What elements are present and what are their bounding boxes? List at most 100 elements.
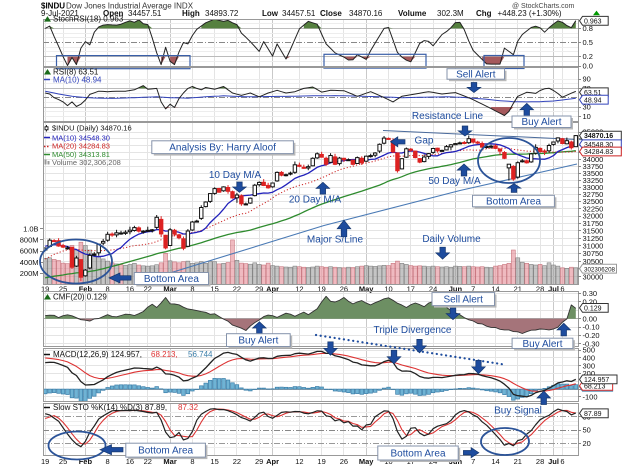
svg-text:8: 8 [106, 284, 110, 293]
svg-text:0.129: 0.129 [584, 306, 602, 313]
svg-text:8: 8 [190, 457, 194, 466]
svg-text:19: 19 [41, 284, 49, 293]
svg-text:MA(50) 34313.81: MA(50) 34313.81 [52, 150, 110, 159]
svg-text:Daily Volume: Daily Volume [422, 234, 481, 245]
svg-text:500: 500 [583, 346, 596, 355]
svg-text:Bottom Area: Bottom Area [390, 448, 445, 459]
svg-text:Analysis By: Harry Aloof: Analysis By: Harry Aloof [169, 143, 276, 154]
svg-text:Gap: Gap [415, 135, 434, 146]
svg-text:87.89: 87.89 [584, 411, 602, 418]
svg-text:87.32: 87.32 [178, 403, 199, 412]
svg-text:33250: 33250 [583, 176, 604, 185]
svg-text:9-Jul-2021: 9-Jul-2021 [41, 9, 79, 18]
svg-text:0.8: 0.8 [583, 24, 593, 33]
svg-text:0.5: 0.5 [583, 38, 593, 47]
svg-text:50 Day M/A: 50 Day M/A [428, 176, 481, 187]
svg-text:31500: 31500 [583, 227, 604, 236]
svg-text:10: 10 [384, 284, 392, 293]
svg-text:7: 7 [471, 457, 475, 466]
svg-text:32000: 32000 [583, 212, 604, 221]
svg-text:Bottom Area: Bottom Area [144, 274, 199, 285]
svg-text:May: May [359, 284, 374, 293]
svg-text:0.2: 0.2 [583, 52, 593, 61]
svg-text:14: 14 [491, 284, 499, 293]
svg-text:10 Day M/A: 10 Day M/A [209, 170, 262, 181]
svg-text:302.3M: 302.3M [437, 9, 464, 18]
svg-text:400: 400 [583, 354, 596, 363]
svg-text:Mar: Mar [163, 457, 176, 466]
svg-text:+448.23 (+1.30%): +448.23 (+1.30%) [498, 9, 562, 18]
svg-text:Sell Alert: Sell Alert [456, 69, 496, 80]
svg-text:26: 26 [340, 284, 348, 293]
svg-text:26: 26 [340, 457, 348, 466]
svg-text:Resistance Line: Resistance Line [412, 111, 484, 122]
svg-text:6: 6 [560, 284, 564, 293]
svg-text:@ StockCharts.com: @ StockCharts.com [512, 3, 575, 10]
svg-text:0.20: 0.20 [583, 298, 598, 307]
svg-text:21: 21 [514, 457, 522, 466]
svg-text:-0.20: -0.20 [583, 331, 600, 340]
svg-text:34457.51: 34457.51 [128, 9, 162, 18]
svg-text:Dow Jones Industrial Average I: Dow Jones Industrial Average INDX [66, 2, 194, 11]
svg-text:28: 28 [536, 284, 544, 293]
svg-text:19: 19 [41, 457, 49, 466]
svg-text:0.00: 0.00 [583, 314, 598, 323]
svg-text:16: 16 [126, 284, 134, 293]
svg-text:56.744: 56.744 [188, 350, 213, 359]
svg-text:Low: Low [262, 9, 279, 18]
svg-text:Volume: Volume [398, 9, 427, 18]
svg-text:22: 22 [144, 284, 152, 293]
svg-text:-0.10: -0.10 [583, 323, 600, 332]
svg-text:17: 17 [407, 284, 415, 293]
svg-text:50: 50 [583, 426, 591, 435]
svg-text:Sell Alert: Sell Alert [443, 295, 483, 306]
svg-text:19: 19 [317, 284, 325, 293]
svg-text:May: May [359, 457, 374, 466]
svg-text:0.963: 0.963 [584, 18, 602, 25]
svg-text:Feb: Feb [79, 457, 93, 466]
svg-text:68.213,: 68.213, [151, 350, 178, 359]
svg-text:Mar: Mar [163, 284, 176, 293]
svg-text:68.213: 68.213 [584, 383, 606, 390]
svg-text:33500: 33500 [583, 169, 604, 178]
svg-text:RSI(8) 63.51: RSI(8) 63.51 [53, 67, 99, 76]
svg-text:20: 20 [583, 439, 591, 448]
svg-text:32750: 32750 [583, 190, 604, 199]
svg-text:32250: 32250 [583, 204, 604, 213]
svg-text:30: 30 [583, 103, 591, 112]
svg-text:15: 15 [210, 457, 218, 466]
svg-text:Jul: Jul [548, 284, 559, 293]
svg-text:34000: 34000 [583, 155, 604, 164]
svg-text:Buy Alert: Buy Alert [238, 336, 278, 347]
svg-text:34870.16: 34870.16 [349, 9, 383, 18]
svg-text:33750: 33750 [583, 162, 604, 171]
svg-text:Buy Signal: Buy Signal [494, 406, 542, 417]
svg-text:8: 8 [190, 284, 194, 293]
svg-text:Jun: Jun [449, 284, 463, 293]
svg-text:14: 14 [491, 457, 499, 466]
svg-text:19: 19 [317, 457, 325, 466]
svg-text:600M: 600M [20, 247, 39, 256]
svg-text:Buy Alert: Buy Alert [521, 117, 561, 128]
svg-text:30750: 30750 [583, 249, 604, 258]
svg-text:16: 16 [126, 457, 134, 466]
svg-text:400M: 400M [20, 258, 39, 267]
svg-text:90: 90 [583, 75, 591, 84]
svg-text:Jul: Jul [548, 457, 559, 466]
svg-text:Major S/Line: Major S/Line [307, 235, 364, 246]
svg-text:-0.30: -0.30 [583, 340, 600, 349]
svg-text:Triple Divergence: Triple Divergence [374, 325, 452, 336]
svg-text:200: 200 [583, 369, 596, 378]
svg-text:21: 21 [514, 284, 522, 293]
svg-text:Volume 302,306,208: Volume 302,306,208 [52, 158, 121, 167]
svg-text:25: 25 [59, 457, 67, 466]
svg-text:22: 22 [144, 457, 152, 466]
svg-text:302306208: 302306208 [584, 266, 616, 273]
svg-text:MACD(12,26,9) 124.957,: MACD(12,26,9) 124.957, [53, 350, 142, 359]
svg-text:34284.83: 34284.83 [584, 149, 613, 156]
svg-text:High: High [182, 9, 200, 18]
svg-text:0.30: 0.30 [583, 289, 598, 298]
svg-text:Buy Alert: Buy Alert [522, 339, 562, 350]
svg-text:10: 10 [583, 112, 591, 121]
svg-text:Bottom Area: Bottom Area [486, 197, 541, 208]
